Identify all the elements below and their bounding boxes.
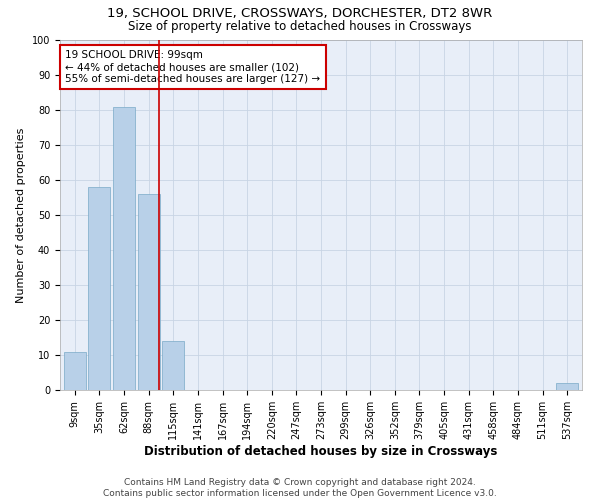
Bar [64,352,86,390]
Bar [113,106,135,390]
Text: Size of property relative to detached houses in Crossways: Size of property relative to detached ho… [128,20,472,33]
Bar [162,341,184,390]
Bar [88,187,110,390]
Bar [137,194,160,390]
Text: 19 SCHOOL DRIVE: 99sqm
← 44% of detached houses are smaller (102)
55% of semi-de: 19 SCHOOL DRIVE: 99sqm ← 44% of detached… [65,50,320,84]
X-axis label: Distribution of detached houses by size in Crossways: Distribution of detached houses by size … [145,444,497,458]
Text: 19, SCHOOL DRIVE, CROSSWAYS, DORCHESTER, DT2 8WR: 19, SCHOOL DRIVE, CROSSWAYS, DORCHESTER,… [107,8,493,20]
Bar [556,383,578,390]
Text: Contains HM Land Registry data © Crown copyright and database right 2024.
Contai: Contains HM Land Registry data © Crown c… [103,478,497,498]
Y-axis label: Number of detached properties: Number of detached properties [16,128,26,302]
